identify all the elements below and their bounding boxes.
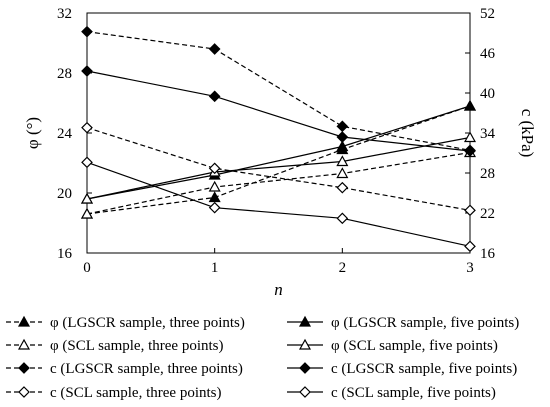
legend-label: φ (LGSCR sample, five points) [331, 315, 519, 331]
legend-item: c (SCL sample, three points) [6, 385, 222, 401]
legend-label: φ (LGSCR sample, three points) [50, 315, 245, 331]
data-point [464, 204, 476, 217]
axes [86, 12, 471, 254]
y-right-tick-label: 34 [480, 126, 496, 142]
legend-swatch-marker [17, 338, 31, 350]
legend-label: c (LGSCR sample, five points) [331, 361, 517, 377]
legend-swatch-marker [298, 338, 312, 350]
data-point [208, 90, 221, 103]
legend-item: φ (SCL sample, three points) [6, 338, 224, 354]
x-tick-label: 3 [466, 260, 474, 276]
legend-item: c (LGSCR sample, three points) [6, 361, 243, 377]
data-point [208, 201, 221, 214]
data-point [208, 43, 221, 55]
data-point [208, 180, 221, 192]
legend-label: c (SCL sample, five points) [331, 385, 496, 401]
data-point [80, 192, 94, 204]
y-right-tick-label: 22 [480, 206, 495, 222]
series-line [86, 105, 471, 200]
series-line [86, 161, 471, 247]
plot-frame [86, 12, 471, 254]
data-point [81, 121, 93, 134]
legend-label: c (LGSCR sample, three points) [50, 361, 243, 377]
series-5 [81, 65, 476, 157]
data-point [208, 162, 221, 175]
legend-item: φ (LGSCR sample, three points) [6, 315, 245, 331]
y-right-tick-label: 28 [480, 166, 495, 182]
legend-label: φ (SCL sample, three points) [50, 338, 224, 354]
data-point [463, 99, 477, 111]
y-right-tick-label: 40 [480, 86, 495, 102]
data-point [208, 191, 221, 203]
legend-label: φ (SCL sample, five points) [331, 338, 498, 354]
data-point [80, 207, 94, 219]
legend-item: c (LGSCR sample, five points) [287, 361, 517, 377]
data-point [81, 25, 93, 38]
series-line [86, 31, 471, 151]
series-7 [81, 156, 476, 253]
y-left-tick-label: 16 [57, 246, 73, 262]
series-line [86, 136, 471, 200]
tick-labels: 0 1 2 3 16 20 24 28 32 16 22 28 34 40 46 52 n φ (°) c (kPa… [23, 6, 537, 299]
data-point [464, 240, 476, 253]
legend-item: φ (SCL sample, five points) [287, 338, 498, 354]
legend-swatch-marker [298, 315, 312, 327]
series-3 [80, 131, 477, 204]
series-2 [80, 146, 477, 219]
legend-swatch-marker [299, 386, 311, 398]
data-point [336, 140, 349, 152]
x-tick-label: 1 [211, 260, 219, 276]
x-tick-label: 2 [339, 260, 347, 276]
legend-label: c (SCL sample, three points) [50, 385, 222, 401]
x-tick-label: 0 [83, 260, 91, 276]
legend-swatch-marker [17, 315, 31, 327]
series-line [86, 127, 471, 211]
legend-item: φ (LGSCR sample, five points) [287, 315, 519, 331]
data-point [336, 131, 349, 143]
data-point [336, 212, 349, 225]
y-left-axis-title: φ (°) [23, 117, 42, 149]
series-4 [81, 25, 476, 157]
y-left-tick-label: 32 [57, 6, 72, 22]
series-line [86, 151, 471, 215]
data-point [463, 131, 477, 143]
data-point [336, 181, 349, 194]
y-right-tick-label: 52 [480, 6, 495, 22]
legend: φ (LGSCR sample, three points) φ (LGSCR s… [6, 315, 519, 401]
series-line [86, 70, 471, 152]
data-point [464, 145, 476, 157]
y-right-tick-label: 16 [480, 246, 496, 262]
series-line [86, 105, 471, 215]
data-point [336, 167, 349, 179]
data-point [81, 65, 93, 77]
data-point [336, 120, 349, 133]
y-left-tick-label: 24 [57, 126, 73, 142]
y-left-tick-label: 28 [57, 66, 72, 82]
series-layer [80, 25, 477, 253]
y-right-axis-title: c (kPa) [518, 109, 537, 158]
legend-item: c (SCL sample, five points) [287, 385, 496, 401]
legend-swatch-marker [299, 362, 311, 374]
y-left-tick-label: 20 [57, 186, 72, 202]
x-axis-title: n [274, 280, 283, 299]
legend-swatch-marker [18, 386, 30, 398]
legend-swatch-marker [18, 362, 30, 374]
data-point [336, 155, 349, 167]
y-right-tick-label: 46 [480, 46, 496, 62]
data-point [81, 156, 93, 169]
series-6 [81, 121, 476, 217]
